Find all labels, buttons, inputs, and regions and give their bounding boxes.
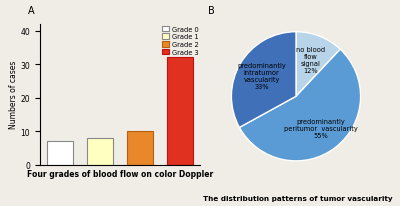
Wedge shape [240, 50, 360, 161]
Text: predominantly
intratumor
vascularity
33%: predominantly intratumor vascularity 33% [237, 63, 286, 90]
Bar [47, 142, 73, 165]
X-axis label: Four grades of blood flow on color Doppler: Four grades of blood flow on color Doppl… [27, 169, 213, 178]
Y-axis label: Numbers of cases: Numbers of cases [9, 61, 18, 129]
Text: A: A [28, 6, 35, 16]
Text: The distribution patterns of tumor vascularity: The distribution patterns of tumor vascu… [203, 195, 393, 201]
Bar [87, 138, 113, 165]
Wedge shape [232, 33, 296, 128]
Bar [127, 131, 153, 165]
Legend: Grade 0, Grade 1, Grade 2, Grade 3: Grade 0, Grade 1, Grade 2, Grade 3 [161, 25, 200, 57]
Bar [167, 58, 193, 165]
Wedge shape [296, 33, 340, 97]
Text: B: B [208, 6, 215, 16]
Text: no blood
flow
signal
12%: no blood flow signal 12% [296, 46, 325, 73]
Text: predominantly
peritumor  vascularity
55%: predominantly peritumor vascularity 55% [284, 118, 358, 138]
